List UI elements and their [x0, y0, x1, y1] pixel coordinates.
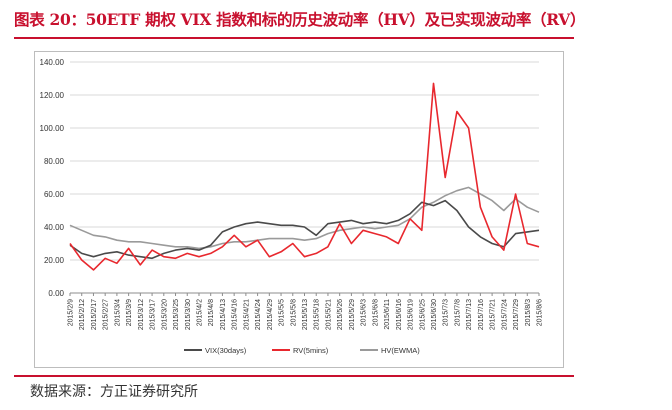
volatility-line-chart: 0.00 20.00 40.00 60.00 80.00 100.00 120.00 140.… [40, 58, 544, 355]
x-tick-label: 2015/5/8 [290, 299, 297, 326]
series-line-rv [69, 82, 540, 271]
x-tick-label: 2015/5/29 [349, 299, 356, 330]
x-tick-label: 2015/6/3 [361, 299, 368, 326]
x-tick-label: 2015/3/30 [185, 299, 192, 330]
y-tick-label: 80.00 [44, 157, 65, 166]
series-lines [69, 82, 540, 271]
x-tick-label: 2015/5/13 [302, 299, 309, 330]
x-tick-labels: 2015/2/9 2015/2/12 2015/2/17 2015/2/27 2015/… [68, 293, 544, 330]
x-tick-label: 2015/7/29 [513, 299, 520, 330]
x-tick-label: 2015/4/24 [255, 299, 262, 330]
y-tick-label: 120.00 [40, 91, 65, 100]
x-tick-label: 2015/7/3 [443, 299, 450, 326]
x-tick-label: 2015/4/13 [220, 299, 227, 330]
x-tick-label: 2015/7/16 [478, 299, 485, 330]
y-tick-labels: 0.00 20.00 40.00 60.00 80.00 100.00 120.00 140.… [40, 58, 65, 298]
x-tick-label: 2015/3/12 [138, 299, 145, 330]
x-tick-label: 2015/5/26 [337, 299, 344, 330]
series-line-vix [69, 199, 540, 260]
x-tick-label: 2015/4/29 [267, 299, 274, 330]
y-tick-label: 0.00 [48, 289, 64, 298]
x-tick-label: 2015/7/8 [454, 299, 461, 326]
y-tick-label: 100.00 [40, 124, 65, 133]
y-tick-label: 60.00 [44, 190, 65, 199]
y-tick-label: 20.00 [44, 256, 65, 265]
x-tick-label: 2015/3/9 [126, 299, 133, 326]
chart-frame [34, 51, 564, 368]
x-tick-label: 2015/2/12 [79, 299, 86, 330]
x-tick-label: 2015/6/19 [408, 299, 415, 330]
x-tick-label: 2015/7/24 [501, 299, 508, 330]
x-tick-label: 2015/3/25 [173, 299, 180, 330]
source-rule [14, 375, 574, 377]
x-tick-label: 2015/4/16 [232, 299, 239, 330]
x-tick-label: 2015/7/21 [490, 299, 497, 330]
legend-label-hv: HV(EWMA) [381, 346, 420, 355]
x-tick-label: 2015/3/20 [161, 299, 168, 330]
x-tick-label: 2015/4/8 [208, 299, 215, 326]
figure-caption: 图表 20：50ETF 期权 VIX 指数和标的历史波动率（HV）及已实现波动率… [14, 10, 586, 29]
x-tick-label: 2015/6/30 [431, 299, 438, 330]
y-tick-label: 140.00 [40, 58, 65, 67]
x-tick-label: 2015/4/2 [196, 299, 203, 326]
x-tick-label: 2015/8/3 [525, 299, 532, 326]
x-tick-label: 2015/5/5 [279, 299, 286, 326]
x-tick-label: 2015/5/21 [325, 299, 332, 330]
legend-label-vix: VIX(30days) [205, 346, 247, 355]
x-tick-label: 2015/6/25 [419, 299, 426, 330]
series-line-hv [69, 186, 540, 250]
x-tick-label: 2015/4/21 [243, 299, 250, 330]
x-tick-label: 2015/7/13 [466, 299, 473, 330]
x-tick-label: 2015/6/16 [396, 299, 403, 330]
x-tick-label: 2015/3/17 [150, 299, 157, 330]
y-gridlines [70, 61, 539, 294]
x-tick-label: 2015/2/27 [103, 299, 110, 330]
x-tick-label: 2015/6/11 [384, 299, 391, 330]
x-tick-label: 2015/5/18 [314, 299, 321, 330]
y-tick-label: 40.00 [44, 223, 65, 232]
x-tick-label: 2015/6/8 [372, 299, 379, 326]
chart-legend: VIX(30days) RV(5mins) HV(EWMA) [184, 346, 420, 355]
caption-rule [14, 37, 574, 39]
x-tick-label: 2015/2/17 [91, 299, 98, 330]
x-tick-label: 2015/3/4 [114, 299, 121, 326]
x-tick-label: 2015/2/9 [68, 299, 75, 326]
source-note: 数据来源：方正证券研究所 [30, 384, 198, 400]
x-tick-label: 2015/8/6 [537, 299, 544, 326]
legend-label-rv: RV(5mins) [293, 346, 329, 355]
